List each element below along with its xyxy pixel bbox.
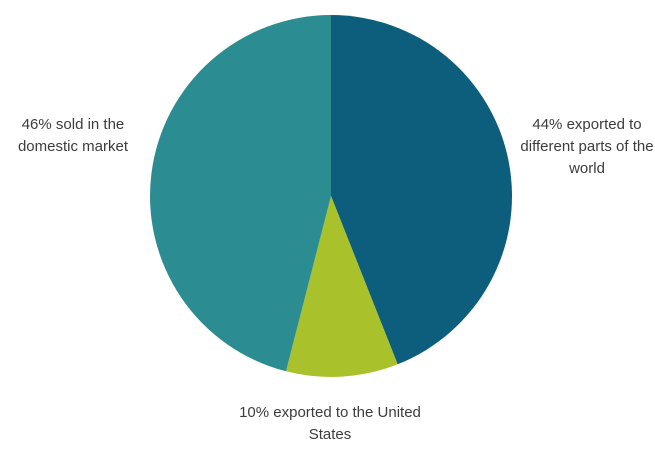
pie-slice-domestic [150, 15, 331, 372]
slice-label-world: 44% exported to different parts of the w… [520, 116, 654, 177]
pie-slice-united-states [285, 196, 398, 377]
pie-slice-world [331, 15, 513, 365]
slice-label-united-states: 10% exported to the United States [239, 404, 421, 443]
slice-label-domestic: 46% sold in the domestic market [17, 116, 129, 155]
